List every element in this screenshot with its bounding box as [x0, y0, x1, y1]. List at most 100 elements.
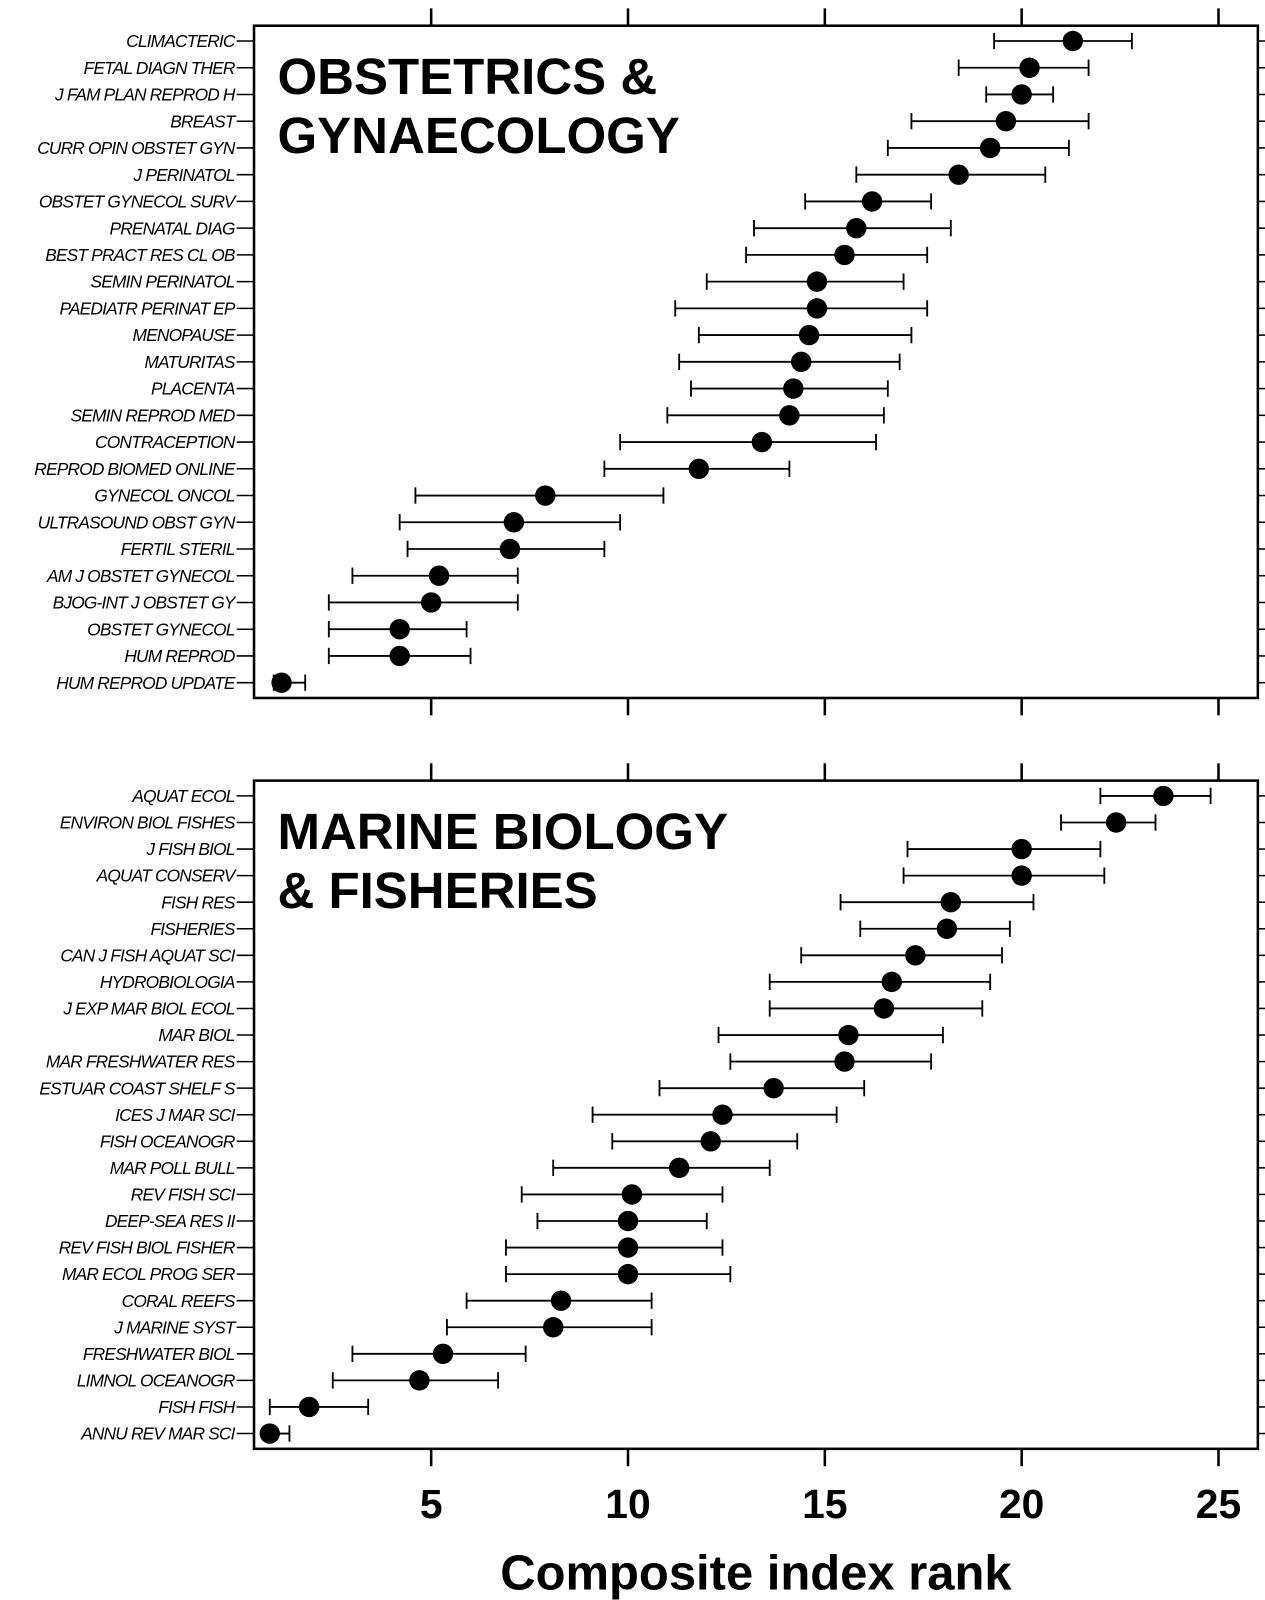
x-tick-label: 25 — [1196, 1481, 1241, 1527]
dot — [791, 351, 812, 373]
category-label: PRENATAL DIAG — [109, 218, 234, 238]
category-label: ANNU REV MAR SCI — [80, 1424, 236, 1444]
dot — [389, 619, 410, 640]
dot — [259, 1423, 280, 1444]
category-label: SEMIN REPROD MED — [71, 405, 235, 425]
dot — [763, 1077, 784, 1099]
dot — [420, 592, 442, 613]
category-label: BEST PRACT RES CL OB — [45, 245, 235, 265]
category-label: ENVIRON BIOL FISHES — [60, 813, 236, 833]
category-label: OBSTET GYNECOL — [87, 619, 235, 639]
category-label: AQUAT ECOL — [131, 786, 234, 806]
category-label: CURR OPIN OBSTET GYN — [37, 138, 236, 158]
category-label: DEEP-SEA RES II — [105, 1211, 236, 1231]
category-label: OBSTET GYNECOL SURV — [39, 192, 237, 212]
dot — [1153, 785, 1174, 807]
category-label: FISHERIES — [150, 919, 235, 939]
category-label: CORAL REEFS — [122, 1291, 236, 1311]
category-label: FETAL DIAGN THER — [84, 58, 235, 78]
dot — [389, 645, 410, 667]
dot — [432, 1343, 454, 1365]
category-label: SEMIN PERINATOL — [91, 272, 235, 292]
category-label: PLACENTA — [151, 379, 235, 399]
dot — [779, 405, 800, 426]
category-label: FISH FISH — [158, 1397, 236, 1417]
category-label: AM J OBSTET GYNECOL — [46, 566, 235, 586]
category-label: MAR BIOL — [158, 1025, 234, 1045]
x-axis-label: Composite index rank — [500, 1547, 1012, 1600]
category-label: BREAST — [170, 111, 237, 131]
dot — [428, 565, 450, 586]
dot — [979, 137, 1001, 159]
category-label: HUM REPROD — [124, 646, 235, 666]
dot — [1011, 865, 1032, 886]
dot — [617, 1237, 639, 1258]
category-label: CAN J FISH AQUAT SCI — [60, 945, 235, 965]
category-label: ULTRASOUND OBST GYN — [38, 512, 236, 532]
category-label: REPROD BIOMED ONLINE — [34, 459, 236, 479]
category-label: CLIMACTERIC — [126, 31, 236, 51]
panel-title: GYNAECOLOGY — [277, 107, 679, 164]
category-label: PAEDIATR PERINAT EP — [59, 298, 235, 318]
dot — [881, 971, 902, 993]
category-label: BJOG-INT J OBSTET GY — [53, 593, 237, 613]
panel-title: & FISHERIES — [277, 862, 597, 919]
x-tick-label: 20 — [999, 1481, 1044, 1527]
dot — [503, 512, 525, 533]
category-label: ICES J MAR SCI — [115, 1105, 236, 1125]
category-label: AQUAT CONSERV — [96, 866, 237, 886]
dot — [948, 164, 969, 185]
category-label: J MARINE SYST — [113, 1317, 237, 1337]
dot — [543, 1317, 564, 1338]
panel-title: MARINE BIOLOGY — [277, 803, 728, 860]
category-label: LIMNOL OCEANOGR — [77, 1371, 235, 1391]
category-label: HUM REPROD UPDATE — [56, 673, 236, 693]
dot — [861, 191, 883, 212]
dot — [550, 1290, 572, 1311]
dot — [617, 1210, 639, 1232]
category-label: MAR ECOL PROG SER — [62, 1264, 235, 1284]
category-label: J PERINATOL — [133, 165, 235, 185]
dot — [535, 485, 556, 506]
dot — [905, 945, 926, 966]
dot — [1011, 838, 1032, 860]
dot — [834, 244, 855, 266]
category-label: J FISH BIOL — [145, 839, 234, 859]
dot — [298, 1396, 320, 1418]
panel-title: OBSTETRICS & — [277, 48, 657, 105]
dot — [1019, 57, 1040, 78]
category-label: J FAM PLAN REPROD H — [54, 85, 236, 105]
dot — [940, 891, 962, 913]
category-label: REV FISH SCI — [131, 1185, 236, 1205]
category-label: J EXP MAR BIOL ECOL — [62, 999, 234, 1019]
dot — [834, 1051, 855, 1072]
dot — [798, 324, 820, 346]
category-label: FRESHWATER BIOL — [83, 1344, 235, 1364]
dot — [806, 298, 828, 319]
dot — [846, 217, 867, 239]
dot — [783, 378, 804, 399]
category-label: ESTUAR COAST SHELF S — [39, 1078, 235, 1098]
dot — [668, 1157, 690, 1179]
dot — [617, 1263, 639, 1285]
category-label: REV FISH BIOL FISHER — [59, 1238, 235, 1258]
dot — [688, 458, 710, 479]
dot — [838, 1024, 859, 1046]
category-label: MAR FRESHWATER RES — [46, 1052, 236, 1072]
dot — [271, 672, 292, 693]
dot — [1011, 84, 1032, 105]
category-label: FISH RES — [161, 892, 236, 912]
x-tick-label: 15 — [802, 1481, 847, 1527]
category-label: FISH OCEANOGR — [100, 1131, 235, 1151]
category-label: MENOPAUSE — [133, 325, 236, 345]
dot — [499, 538, 521, 560]
category-label: MAR POLL BULL — [110, 1158, 235, 1178]
dot — [1062, 30, 1084, 52]
dot — [995, 111, 1017, 132]
category-label: CONTRACEPTION — [95, 432, 236, 452]
x-tick-label: 10 — [605, 1481, 650, 1527]
x-tick-label: 5 — [420, 1481, 443, 1527]
dot — [936, 918, 958, 939]
dot — [873, 998, 895, 1019]
